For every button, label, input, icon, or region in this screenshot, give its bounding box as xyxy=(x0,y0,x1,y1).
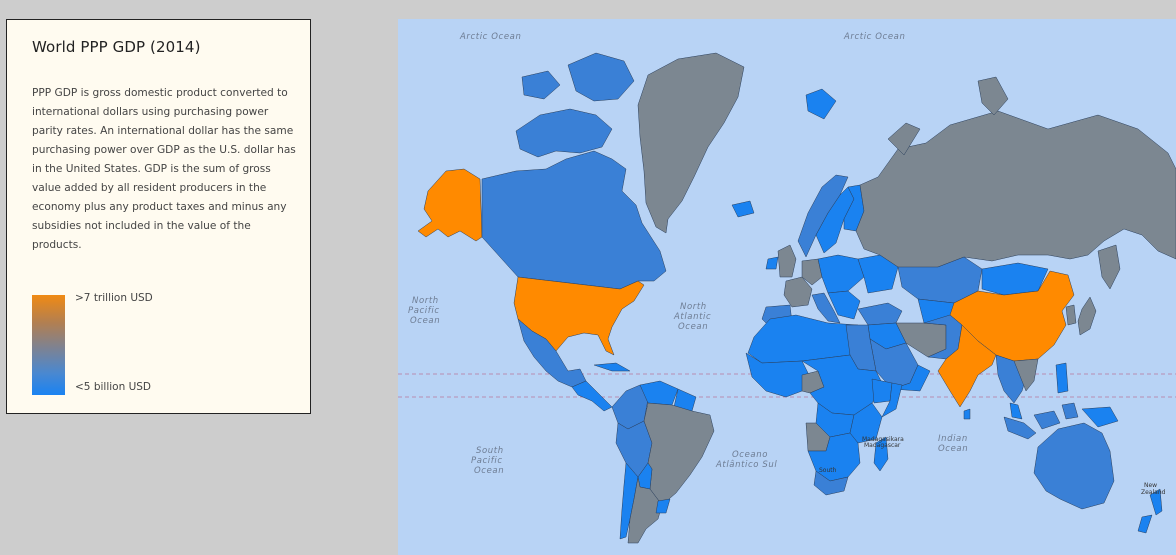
country-italy[interactable] xyxy=(811,292,841,324)
country-indonesia[interactable] xyxy=(1033,410,1061,430)
country-iceland[interactable] xyxy=(731,200,755,218)
country-indonesia[interactable] xyxy=(1003,416,1037,440)
ocean-label-south-pacific-1: South xyxy=(476,446,504,456)
color-scale: >7 trillion USD <5 billion USD xyxy=(32,292,262,397)
country-norway[interactable] xyxy=(797,174,849,258)
country-mongolia[interactable] xyxy=(981,262,1049,296)
country-russia-kamchatka[interactable] xyxy=(1097,244,1121,290)
country-ethiopia[interactable] xyxy=(871,378,893,404)
ocean-label-indian-1: Indian xyxy=(938,434,968,444)
ocean-label-north-atlantic-1: North xyxy=(680,302,707,312)
ocean-label-south-pacific-3: Ocean xyxy=(474,466,504,476)
country-vietnam[interactable] xyxy=(1013,358,1039,392)
country-mexico[interactable] xyxy=(517,318,587,388)
country-cuba[interactable] xyxy=(593,362,631,372)
country-alaska[interactable] xyxy=(417,168,483,242)
country-sri-lanka[interactable] xyxy=(963,408,971,420)
ocean-label-north-pacific-1: North xyxy=(412,296,439,306)
scale-max-label: >7 trillion USD xyxy=(75,292,153,304)
place-label-new-zealand-1: New xyxy=(1144,482,1157,489)
country-canada-islands[interactable] xyxy=(521,70,561,100)
country-turkey[interactable] xyxy=(857,302,903,326)
ocean-label-indian-2: Ocean xyxy=(938,444,968,454)
ocean-label-north-pacific-2: Pacific xyxy=(408,306,440,316)
map-canvas[interactable]: Arctic Ocean Arctic Ocean North Pacific … xyxy=(398,19,1176,555)
color-scale-bar xyxy=(32,295,65,395)
country-united-kingdom[interactable] xyxy=(777,244,797,278)
country-malaysia[interactable] xyxy=(1009,402,1023,420)
country-balkans[interactable] xyxy=(827,290,861,320)
ocean-label-north-pacific-3: Ocean xyxy=(410,316,440,326)
world-map[interactable]: Arctic Ocean Arctic Ocean North Pacific … xyxy=(398,19,1176,555)
country-germany[interactable] xyxy=(801,258,823,286)
country-venezuela[interactable] xyxy=(639,380,679,406)
ocean-label-north-atlantic-3: Ocean xyxy=(678,322,708,332)
legend-panel: World PPP GDP (2014) PPP GDP is gross do… xyxy=(6,19,311,414)
ocean-label-north-atlantic-2: Atlantic xyxy=(673,312,711,322)
country-russia-arctic[interactable] xyxy=(977,76,1009,116)
country-india[interactable] xyxy=(937,324,997,408)
place-label-madagascar-1: Madagasikara xyxy=(862,436,904,443)
country-south-africa[interactable] xyxy=(813,470,849,496)
country-madagascar[interactable] xyxy=(873,436,889,472)
country-new-zealand[interactable] xyxy=(1149,488,1163,516)
country-yemen-oman[interactable] xyxy=(891,364,931,392)
country-svalbard[interactable] xyxy=(805,88,837,120)
country-new-zealand[interactable] xyxy=(1137,514,1153,534)
country-somalia[interactable] xyxy=(881,382,903,418)
ocean-label-arctic-right: Arctic Ocean xyxy=(843,32,905,42)
country-japan[interactable] xyxy=(1077,296,1097,336)
country-korea[interactable] xyxy=(1065,304,1077,326)
country-ireland[interactable] xyxy=(765,256,779,270)
country-canada-islands[interactable] xyxy=(515,108,613,158)
scale-min-label: <5 billion USD xyxy=(75,381,152,393)
country-indonesia[interactable] xyxy=(1061,402,1079,420)
country-russia-novaya[interactable] xyxy=(887,122,921,156)
country-greenland[interactable] xyxy=(637,52,745,234)
country-central-europe[interactable] xyxy=(817,254,865,294)
ocean-label-arctic-left: Arctic Ocean xyxy=(459,32,521,42)
country-philippines[interactable] xyxy=(1055,362,1069,394)
place-label-new-zealand-2: Zealand xyxy=(1141,489,1166,496)
legend-description: PPP GDP is gross domestic product conver… xyxy=(32,87,296,251)
ocean-label-south-pacific-2: Pacific xyxy=(471,456,503,466)
ocean-label-south-atlantic-2: Atlântico Sul xyxy=(715,460,777,470)
country-brazil[interactable] xyxy=(643,402,715,506)
country-argentina[interactable] xyxy=(627,476,663,544)
place-label-madagascar-2: Madagascar xyxy=(864,442,901,449)
country-uruguay[interactable] xyxy=(655,498,671,514)
country-papua[interactable] xyxy=(1081,406,1119,428)
ocean-label-south-atlantic-1: Oceano xyxy=(732,450,768,460)
legend-title: World PPP GDP (2014) xyxy=(32,38,201,56)
country-canada-islands[interactable] xyxy=(567,52,635,102)
country-australia[interactable] xyxy=(1033,422,1115,510)
place-label-south-africa: South xyxy=(819,467,837,474)
